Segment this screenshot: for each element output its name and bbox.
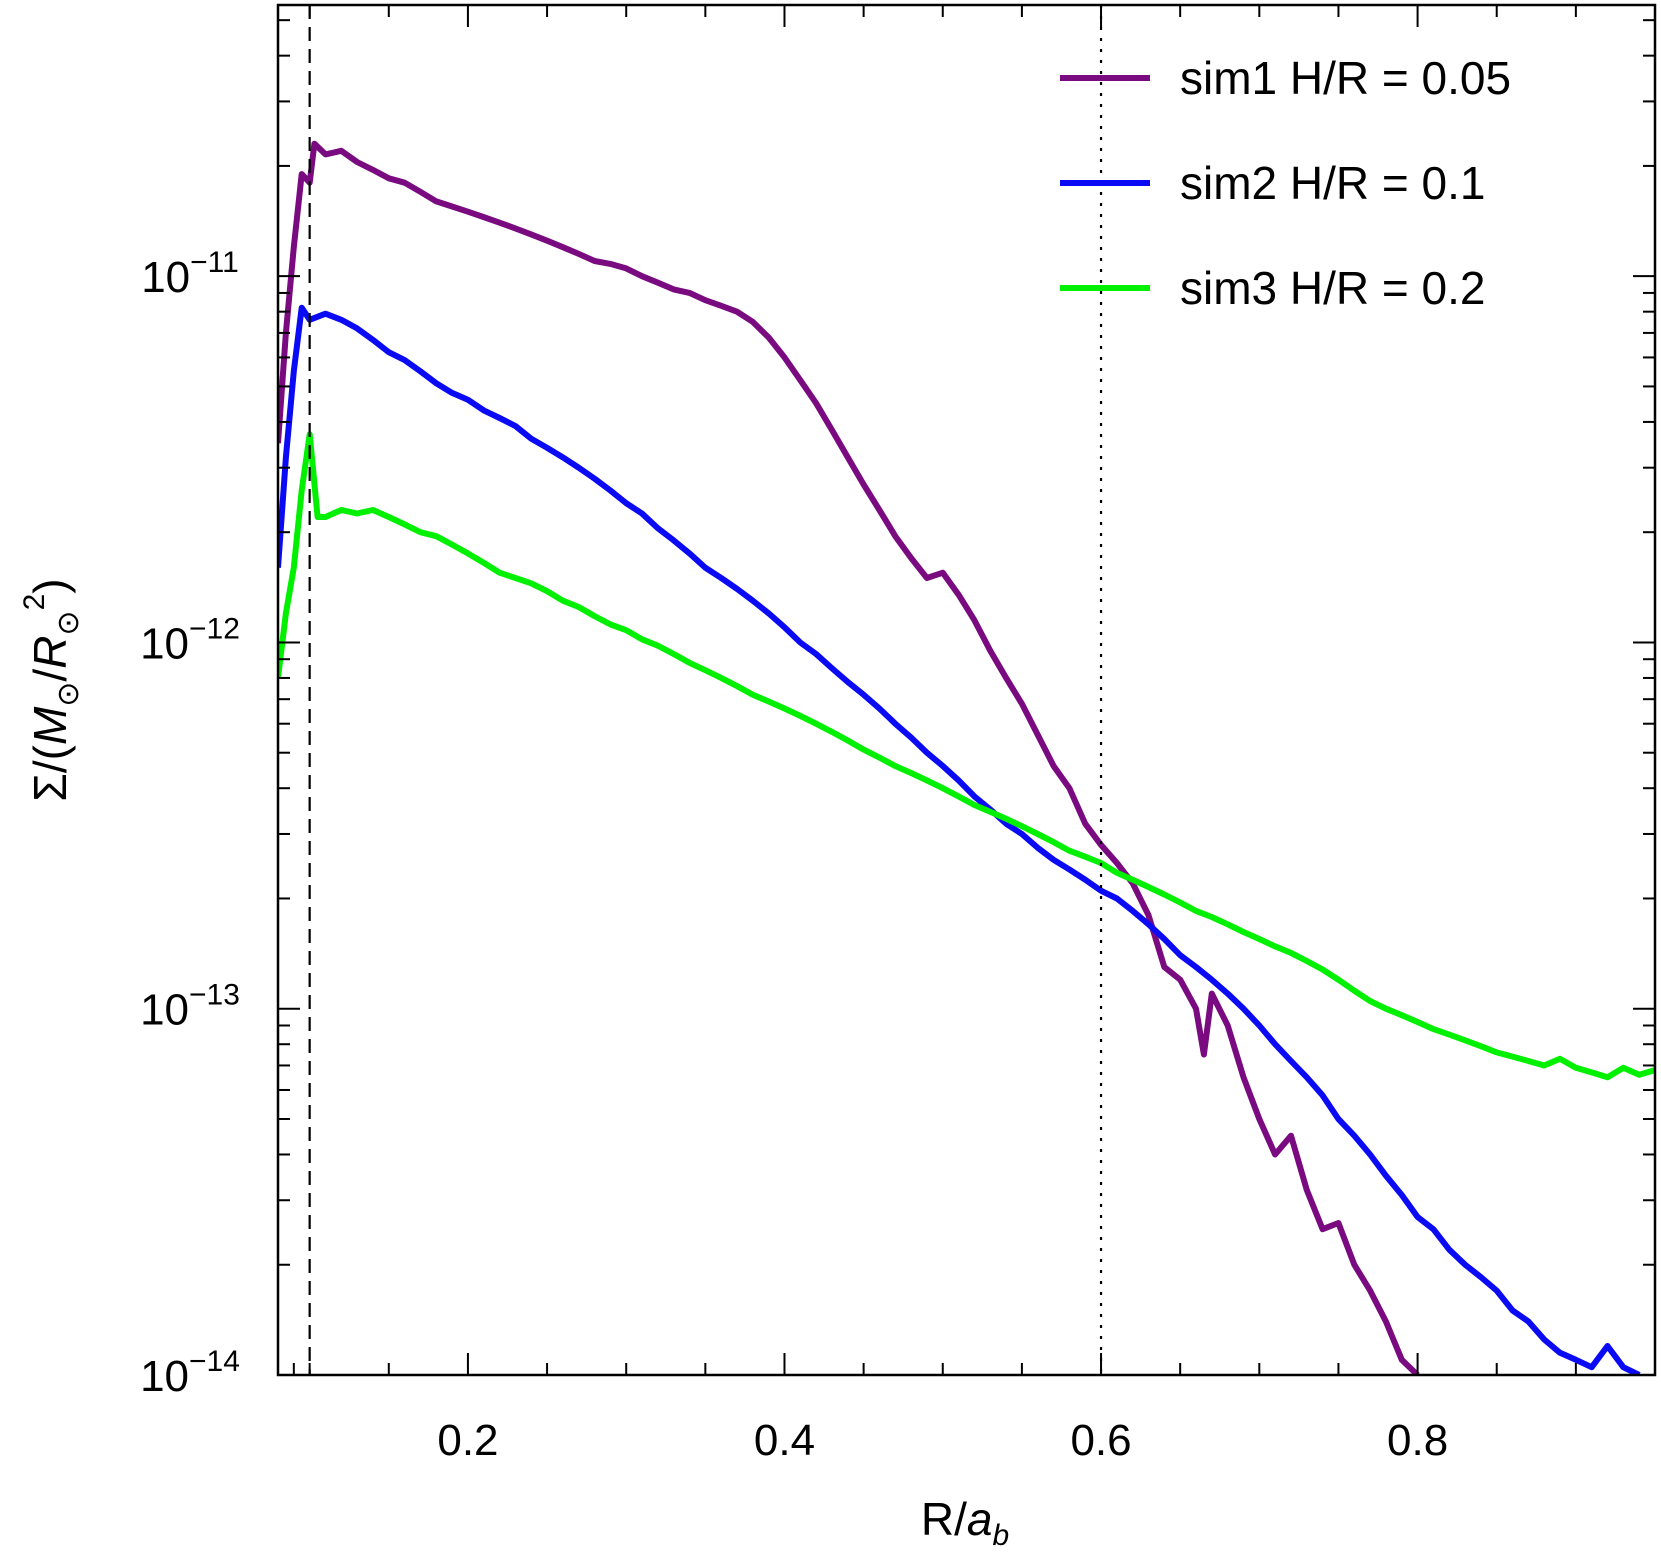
legend-label-2: sim2 H/R = 0.1 bbox=[1180, 157, 1486, 209]
axis-ticks bbox=[278, 5, 1655, 1376]
series-line-1 bbox=[278, 140, 1420, 1375]
y-tick-label: 10−11 bbox=[141, 246, 239, 302]
x-axis-title: R/ab bbox=[921, 1493, 1009, 1552]
legend-label-3: sim3 H/R = 0.2 bbox=[1180, 262, 1486, 314]
x-tick-label: 0.6 bbox=[1070, 1416, 1131, 1465]
x-tick-label: 0.4 bbox=[754, 1416, 815, 1465]
tick-labels: 0.2 0.4 0.6 0.8 10−14 10−13 10−12 10−11 bbox=[140, 246, 1448, 1465]
series-line-2 bbox=[278, 304, 1641, 1375]
y-tick-label: 10−13 bbox=[140, 979, 240, 1035]
y-axis-title: Σ/(M⊙/R⊙2) bbox=[18, 578, 85, 801]
legend: sim1 H/R = 0.05 sim2 H/R = 0.1 sim3 H/R = … bbox=[1060, 52, 1511, 314]
legend-label-1: sim1 H/R = 0.05 bbox=[1180, 52, 1511, 104]
y-tick-label: 10−12 bbox=[140, 612, 240, 668]
y-tick-label: 10−14 bbox=[140, 1345, 240, 1401]
series-layer bbox=[278, 140, 1655, 1375]
x-tick-label: 0.8 bbox=[1387, 1416, 1448, 1465]
series-line-3 bbox=[278, 431, 1655, 1081]
plot-frame bbox=[276, 3, 1657, 1377]
reference-lines bbox=[308, 5, 1103, 1375]
x-tick-label: 0.2 bbox=[437, 1416, 498, 1465]
